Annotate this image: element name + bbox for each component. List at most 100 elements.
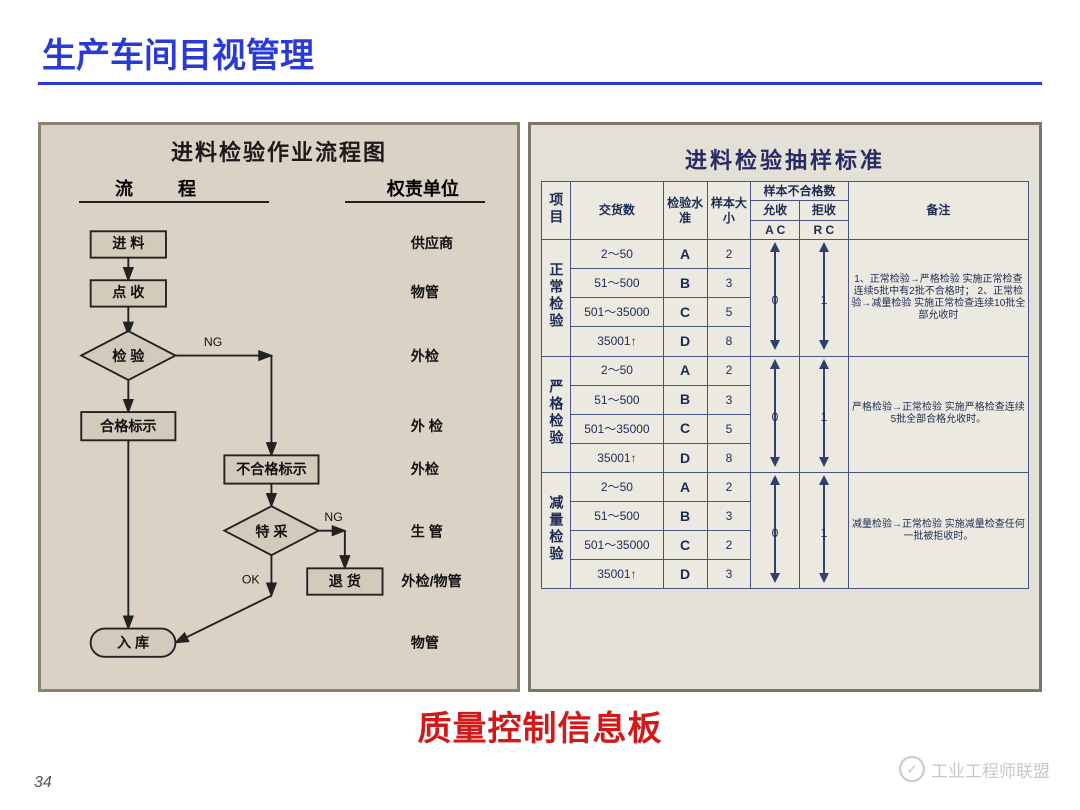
- svg-text:NG: NG: [324, 510, 342, 524]
- cell-re-arrow: 1: [800, 240, 849, 356]
- svg-text:点 收: 点 收: [112, 284, 145, 300]
- flowchart-title: 进料检验作业流程图: [53, 135, 505, 167]
- svg-text:NG: NG: [204, 335, 222, 349]
- th-defects: 样本不合格数: [751, 182, 848, 201]
- th-lot: 交货数: [571, 182, 664, 240]
- sampling-title: 进料检验抽样标准: [541, 143, 1029, 175]
- svg-text:1: 1: [821, 526, 828, 540]
- th-ac: 允收: [751, 201, 800, 220]
- cell-size: 5: [707, 298, 751, 327]
- cell-size: 2: [707, 240, 751, 269]
- cell-aql: C: [663, 531, 707, 560]
- cell-remark: 1、正常检验→严格检验 实施正常检查连续5批中有2批不合格时； 2、正常检验→减…: [848, 240, 1028, 356]
- cell-size: 2: [707, 356, 751, 385]
- svg-text:1: 1: [821, 293, 828, 307]
- cell-lot: 2～50: [571, 472, 664, 501]
- group-label: 正常检验: [541, 240, 570, 356]
- svg-text:合格标示: 合格标示: [100, 418, 156, 434]
- cell-lot: 51～500: [571, 269, 664, 298]
- cell-lot: 35001↑: [571, 327, 664, 356]
- svg-text:供应商: 供应商: [410, 235, 453, 251]
- cell-aql: B: [663, 269, 707, 298]
- cell-size: 5: [707, 414, 751, 443]
- sampling-panel: 进料检验抽样标准 项目 交货数 检验水准 样本大小 样本不合格数 备注 允收 拒…: [528, 122, 1042, 692]
- cell-aql: A: [663, 472, 707, 501]
- cell-size: 2: [707, 472, 751, 501]
- flow-col-process: 流 程: [115, 175, 216, 201]
- cell-aql: C: [663, 298, 707, 327]
- cell-lot: 2～50: [571, 240, 664, 269]
- cell-re-arrow: 1: [800, 472, 849, 588]
- group-label: 减量检验: [541, 472, 570, 588]
- svg-text:退 货: 退 货: [329, 573, 361, 589]
- svg-text:1: 1: [821, 410, 828, 424]
- svg-text:检 验: 检 验: [112, 348, 145, 364]
- page-number: 34: [34, 774, 52, 792]
- th-re2: R C: [800, 220, 849, 239]
- th-remark: 备注: [848, 182, 1028, 240]
- cell-remark: 严格检验→正常检验 实施严格检查连续5批全部合格允收时。: [848, 356, 1028, 472]
- cell-re-arrow: 1: [800, 356, 849, 472]
- slide-caption: 质量控制信息板: [0, 701, 1080, 750]
- content-panels: 进料检验作业流程图 流 程 权责单位 进 料 点 收: [38, 122, 1042, 692]
- watermark-text: 工业工程师联盟: [931, 757, 1050, 782]
- cell-aql: D: [663, 560, 707, 589]
- th-re: 拒收: [800, 201, 849, 220]
- cell-size: 8: [707, 443, 751, 472]
- th-size: 样本大小: [707, 182, 751, 240]
- svg-text:外检: 外检: [411, 348, 440, 364]
- cell-ac-arrow: 0: [751, 240, 800, 356]
- cell-aql: B: [663, 385, 707, 414]
- svg-text:OK: OK: [242, 572, 261, 586]
- svg-text:0: 0: [772, 293, 779, 307]
- svg-text:外检: 外检: [411, 461, 440, 477]
- cell-size: 3: [707, 269, 751, 298]
- cell-size: 8: [707, 327, 751, 356]
- cell-aql: D: [663, 327, 707, 356]
- cell-size: 3: [707, 385, 751, 414]
- cell-aql: D: [663, 443, 707, 472]
- cell-aql: B: [663, 502, 707, 531]
- svg-text:0: 0: [772, 410, 779, 424]
- svg-text:特 采: 特 采: [255, 523, 288, 539]
- cell-remark: 减量检验→正常检验 实施减量检查任何一批被拒收时。: [848, 472, 1028, 588]
- cell-size: 3: [707, 560, 751, 589]
- watermark: ✓ 工业工程师联盟: [899, 756, 1050, 782]
- sampling-table: 项目 交货数 检验水准 样本大小 样本不合格数 备注 允收 拒收 A C R C…: [541, 181, 1029, 589]
- flowchart-panel: 进料检验作业流程图 流 程 权责单位 进 料 点 收: [38, 122, 520, 692]
- cell-lot: 2～50: [571, 356, 664, 385]
- cell-aql: C: [663, 414, 707, 443]
- th-project: 项目: [548, 192, 565, 226]
- title-underline: [38, 82, 1042, 85]
- cell-lot: 51～500: [571, 385, 664, 414]
- svg-text:入 库: 入 库: [117, 634, 149, 650]
- svg-text:外检/物管: 外检/物管: [401, 573, 461, 589]
- svg-text:不合格标示: 不合格标示: [236, 461, 307, 477]
- cell-ac-arrow: 0: [751, 356, 800, 472]
- cell-lot: 501～35000: [571, 298, 664, 327]
- cell-aql: A: [663, 356, 707, 385]
- cell-lot: 501～35000: [571, 414, 664, 443]
- group-label: 严格检验: [541, 356, 570, 472]
- th-ac2: A C: [751, 220, 800, 239]
- svg-text:0: 0: [772, 526, 779, 540]
- svg-text:物管: 物管: [411, 634, 439, 650]
- cell-size: 3: [707, 502, 751, 531]
- cell-size: 2: [707, 531, 751, 560]
- svg-text:外 检: 外 检: [411, 418, 444, 434]
- svg-text:进 料: 进 料: [112, 235, 144, 251]
- th-aql: 检验水准: [663, 182, 707, 240]
- svg-text:物管: 物管: [411, 284, 439, 300]
- wechat-icon: ✓: [899, 756, 925, 782]
- flowchart-svg: 进 料 点 收 检 验 NG 合格标示 不合格标示: [53, 211, 505, 679]
- cell-lot: 35001↑: [571, 560, 664, 589]
- flowchart-headers: 流 程 权责单位: [53, 175, 505, 203]
- flowchart-body: 进 料 点 收 检 验 NG 合格标示 不合格标示: [53, 211, 505, 679]
- slide-title: 生产车间目视管理: [42, 28, 314, 77]
- cell-lot: 51～500: [571, 502, 664, 531]
- cell-lot: 501～35000: [571, 531, 664, 560]
- flow-col-responsible: 权责单位: [387, 175, 459, 201]
- cell-ac-arrow: 0: [751, 472, 800, 588]
- svg-text:生 管: 生 管: [411, 523, 443, 539]
- cell-aql: A: [663, 240, 707, 269]
